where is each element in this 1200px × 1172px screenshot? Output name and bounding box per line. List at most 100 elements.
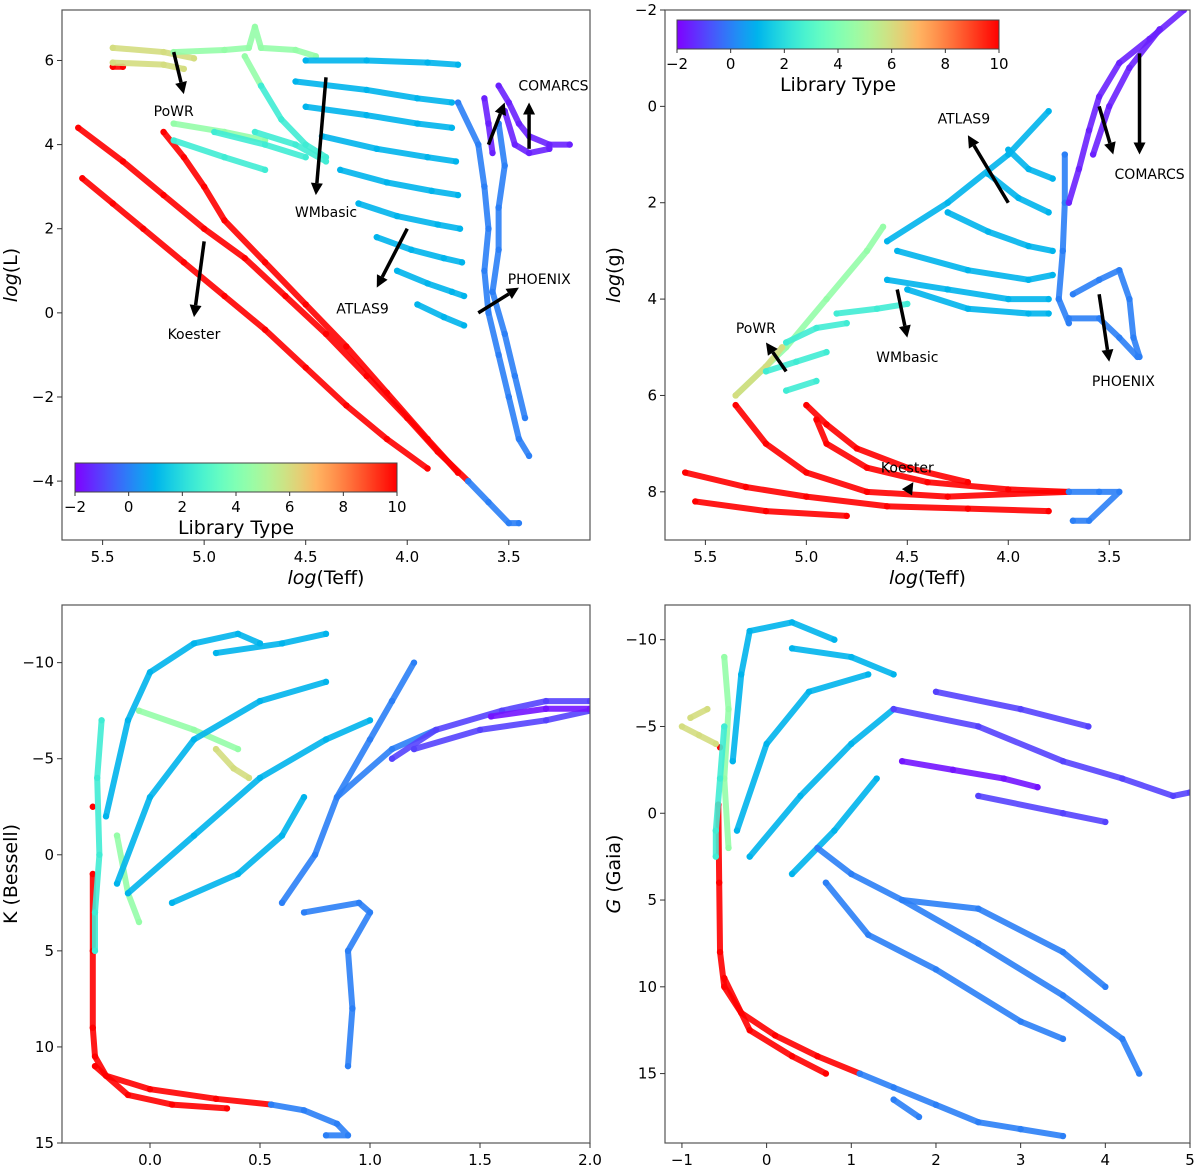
track-phoenix xyxy=(301,899,373,1070)
data-point xyxy=(863,488,871,496)
series-wmbasic xyxy=(91,717,105,955)
annotation-label: COMARCS xyxy=(518,79,588,95)
colorbar-label: Library Type xyxy=(178,517,294,539)
axes-frame xyxy=(664,604,1191,1144)
data-point xyxy=(261,166,269,174)
track-phoenix xyxy=(279,659,417,906)
track-atlas9 xyxy=(789,645,897,678)
data-point xyxy=(823,295,830,303)
x-tick-label: 5.5 xyxy=(91,548,115,566)
data-point xyxy=(241,254,248,262)
data-point xyxy=(333,1120,341,1127)
data-point xyxy=(586,697,590,705)
data-point xyxy=(681,469,689,476)
data-point xyxy=(1059,992,1067,999)
data-point xyxy=(904,286,911,293)
arrow-head-icon xyxy=(1104,141,1116,155)
data-point xyxy=(1069,517,1077,524)
data-point xyxy=(109,59,116,66)
data-point xyxy=(1116,266,1123,274)
data-point xyxy=(256,697,264,705)
data-point xyxy=(1085,723,1092,730)
data-point xyxy=(102,813,110,820)
y-tick-label: 15 xyxy=(638,1065,657,1083)
data-point xyxy=(363,86,370,94)
data-point xyxy=(410,745,418,753)
data-point xyxy=(894,247,901,255)
data-point xyxy=(454,61,462,68)
track-comarcs xyxy=(1090,26,1163,158)
data-point xyxy=(408,246,415,253)
data-point xyxy=(813,377,820,385)
data-point xyxy=(932,1101,940,1109)
data-point xyxy=(113,880,121,887)
data-point xyxy=(190,726,198,734)
data-point xyxy=(91,1062,99,1070)
data-point xyxy=(879,223,887,231)
data-point xyxy=(915,1113,923,1121)
data-point xyxy=(1065,488,1073,496)
y-tick-label: 0 xyxy=(44,304,54,322)
data-point xyxy=(716,775,724,782)
data-point xyxy=(221,292,228,300)
data-point xyxy=(1180,10,1188,14)
data-point xyxy=(771,1032,779,1039)
series-phoenix xyxy=(1055,151,1143,524)
x-axis-label-part: (Teff) xyxy=(316,567,364,589)
x-axis-label-part: − xyxy=(881,1170,909,1172)
data-point xyxy=(1055,295,1062,303)
data-point xyxy=(1156,26,1163,33)
data-point xyxy=(1106,103,1113,110)
data-point xyxy=(712,853,720,860)
data-point xyxy=(424,280,431,287)
x-axis-label: J-K (Bessell) xyxy=(269,1170,382,1172)
data-point xyxy=(725,705,732,713)
arrow-head-icon xyxy=(494,102,506,116)
data-point xyxy=(234,870,242,878)
data-point xyxy=(485,498,492,506)
data-point xyxy=(501,330,508,338)
data-point xyxy=(454,469,462,476)
series-comarcs xyxy=(890,688,1190,826)
track-comarcs xyxy=(411,707,590,753)
track-koester xyxy=(692,498,850,519)
data-point xyxy=(782,339,790,346)
x-tick-label: −1 xyxy=(671,1151,693,1169)
data-point xyxy=(251,128,259,136)
data-point xyxy=(762,368,770,375)
x-axis-label-part: (Gaia) xyxy=(941,1170,1005,1172)
arrow-head-icon xyxy=(175,81,187,95)
data-point xyxy=(366,909,374,916)
y-tick-label: −2 xyxy=(635,1,657,19)
data-point xyxy=(212,745,220,753)
data-point xyxy=(797,792,804,800)
y-axis-label-part: G xyxy=(603,899,625,914)
annotation-label: ATLAS9 xyxy=(336,302,389,318)
data-point xyxy=(729,757,736,765)
track-powr xyxy=(241,53,265,89)
data-point xyxy=(261,326,269,333)
data-point xyxy=(803,401,810,409)
y-tick-label: 4 xyxy=(44,136,54,154)
annotation-atlas9: ATLAS9 xyxy=(336,227,409,318)
y-tick-label: −5 xyxy=(32,750,54,768)
data-point xyxy=(489,149,496,157)
data-point xyxy=(302,301,309,308)
data-point xyxy=(738,671,745,678)
annotation-koester: Koester xyxy=(881,461,934,496)
data-point xyxy=(823,348,830,356)
y-tick-label: −5 xyxy=(635,717,657,735)
data-point xyxy=(678,723,686,730)
data-point xyxy=(245,44,253,52)
data-point xyxy=(89,803,97,810)
data-point xyxy=(388,697,396,705)
data-point xyxy=(257,44,265,52)
arrow-head-icon xyxy=(967,135,980,149)
track-atlas9 xyxy=(355,200,464,232)
data-point xyxy=(230,765,237,772)
data-point xyxy=(460,322,468,329)
data-point xyxy=(1059,1035,1067,1043)
data-point xyxy=(337,166,344,174)
data-point xyxy=(322,736,330,743)
